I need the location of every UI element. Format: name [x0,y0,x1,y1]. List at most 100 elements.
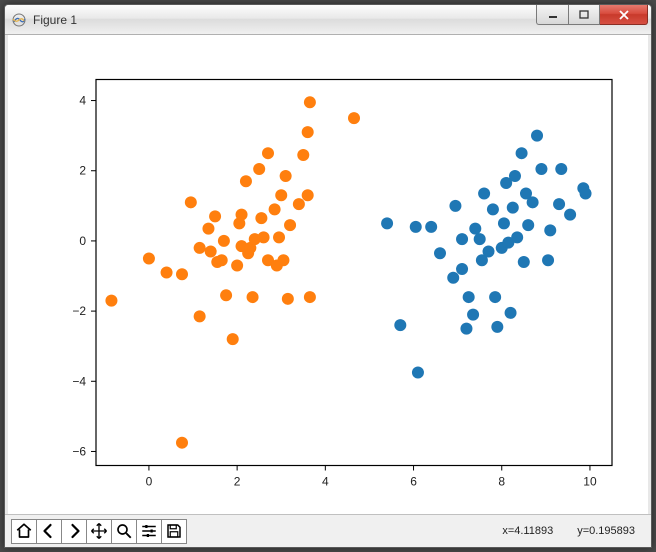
scatter-point [410,221,422,233]
scatter-point [505,307,517,319]
scatter-point [394,319,406,331]
app-icon [11,12,27,28]
scatter-point [518,256,530,268]
scatter-point [564,209,576,221]
scatter-point [531,130,543,142]
scatter-point [487,203,499,215]
scatter-point [456,233,468,245]
svg-text:−4: −4 [72,374,86,388]
scatter-point [425,221,437,233]
titlebar[interactable]: Figure 1 [5,5,651,35]
nav-toolbar: x=4.11893 y=0.195893 [5,514,651,547]
cursor-status: x=4.11893 y=0.195893 [502,525,645,537]
minimize-button[interactable] [536,5,568,25]
svg-text:8: 8 [498,475,505,489]
svg-text:−2: −2 [72,304,86,318]
scatter-point [522,219,534,231]
scatter-point [491,321,503,333]
scatter-point [297,149,309,161]
scatter-point [544,224,556,236]
scatter-point [209,210,221,222]
close-button[interactable] [600,5,648,25]
back-button[interactable] [36,519,62,544]
svg-text:0: 0 [146,475,153,489]
scatter-point [293,198,305,210]
status-x: x=4.11893 [502,525,553,537]
scatter-point [258,231,270,243]
scatter-point [412,367,424,379]
pan-button[interactable] [86,519,112,544]
scatter-point [176,268,188,280]
scatter-point [507,202,519,214]
home-button[interactable] [11,519,37,544]
configure-button[interactable] [136,519,162,544]
scatter-point [527,196,539,208]
figure-window: Figure 1 0 2 4 6 8 10 −6 −4 −2 0 2 4 [4,4,652,548]
scatter-point [253,163,265,175]
svg-text:10: 10 [583,475,597,489]
scatter-point [516,147,528,159]
scatter-point [218,235,230,247]
forward-button[interactable] [61,519,87,544]
scatter-point [555,163,567,175]
scatter-point [247,291,259,303]
scatter-point [176,437,188,449]
scatter-point [553,198,565,210]
scatter-point [302,189,314,201]
scatter-point [227,333,239,345]
scatter-point [262,147,274,159]
scatter-point [277,254,289,266]
svg-text:2: 2 [79,164,86,178]
svg-text:−6: −6 [72,444,86,458]
svg-text:2: 2 [234,475,241,489]
scatter-point [467,309,479,321]
scatter-point [511,231,523,243]
scatter-point [143,252,155,264]
scatter-point [240,175,252,187]
scatter-point [205,245,217,257]
scatter-point [280,170,292,182]
scatter-point [509,170,521,182]
scatter-point [498,217,510,229]
scatter-point [161,267,173,279]
svg-text:4: 4 [322,475,329,489]
status-y: y=0.195893 [577,525,635,537]
scatter-point [483,245,495,257]
svg-text:6: 6 [410,475,417,489]
scatter-point [275,189,287,201]
scatter-point [580,188,592,200]
scatter-point [302,126,314,138]
scatter-point [434,247,446,259]
scatter-point [216,254,228,266]
scatter-point [220,289,232,301]
scatter-point [469,223,481,235]
scatter-point [202,223,214,235]
scatter-point [478,188,490,200]
scatter-point [194,310,206,322]
scatter-point [447,272,459,284]
scatter-point [273,231,285,243]
zoom-button[interactable] [111,519,137,544]
scatter-point [255,212,267,224]
window-title: Figure 1 [33,13,536,27]
scatter-point [542,254,554,266]
scatter-point [304,96,316,108]
scatter-point [449,200,461,212]
save-button[interactable] [161,519,187,544]
scatter-point [304,291,316,303]
scatter-plot[interactable]: 0 2 4 6 8 10 −6 −4 −2 0 2 4 [8,35,648,514]
scatter-point [381,217,393,229]
scatter-point [535,163,547,175]
scatter-point [194,242,206,254]
scatter-point [460,323,472,335]
scatter-point [489,291,501,303]
scatter-point [463,291,475,303]
svg-text:4: 4 [79,94,86,108]
scatter-point [474,233,486,245]
scatter-point [231,259,243,271]
scatter-point [348,112,360,124]
maximize-button[interactable] [568,5,600,25]
window-controls [536,5,651,34]
svg-text:0: 0 [79,234,86,248]
scatter-point [236,209,248,221]
